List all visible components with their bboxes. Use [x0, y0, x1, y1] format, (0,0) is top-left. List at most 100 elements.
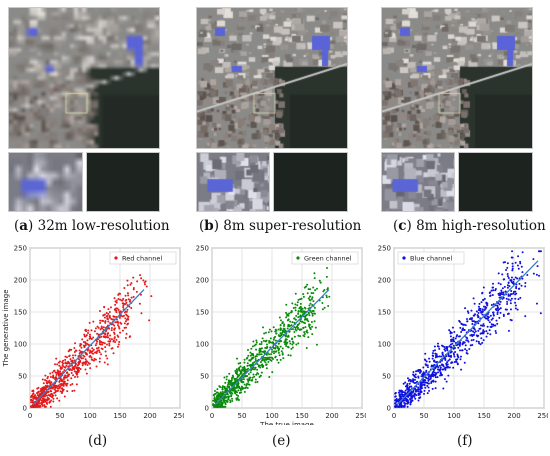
data-point	[409, 394, 412, 397]
data-point	[288, 340, 291, 343]
data-point	[538, 274, 541, 277]
data-point	[252, 373, 255, 376]
data-point	[299, 302, 302, 305]
data-point	[85, 372, 88, 375]
data-point	[521, 251, 524, 254]
data-point	[54, 363, 57, 366]
data-point	[285, 303, 288, 306]
data-point	[247, 380, 250, 383]
data-point	[71, 382, 74, 385]
data-point	[235, 357, 238, 360]
data-point	[442, 365, 445, 368]
data-point	[99, 328, 102, 331]
data-point	[271, 371, 274, 374]
data-point	[246, 382, 249, 385]
data-point	[284, 343, 287, 346]
data-point	[108, 344, 111, 347]
data-point	[517, 255, 520, 258]
data-point	[95, 365, 98, 368]
data-point	[243, 383, 246, 386]
data-point	[289, 311, 292, 314]
data-point	[449, 332, 452, 335]
data-point	[459, 358, 462, 361]
data-point	[297, 310, 300, 313]
data-point	[61, 390, 64, 393]
data-point	[428, 360, 431, 363]
data-point	[51, 396, 54, 399]
data-point	[406, 382, 409, 385]
data-point	[37, 386, 40, 389]
data-point	[499, 307, 502, 310]
data-point	[519, 296, 522, 299]
data-point	[432, 349, 435, 352]
data-point	[49, 382, 52, 385]
data-point	[410, 401, 413, 404]
data-point	[41, 404, 44, 407]
data-point	[107, 340, 110, 343]
data-point	[500, 289, 503, 292]
data-point	[108, 342, 111, 345]
data-point	[463, 328, 466, 331]
data-point	[434, 349, 437, 352]
data-point	[241, 368, 244, 371]
scatter-chart-red: 0 50 100 150 200 250 0 50 100 150 200 250 Red channe…	[2, 245, 184, 421]
data-point	[457, 346, 460, 349]
data-point	[425, 369, 428, 372]
data-point	[226, 389, 229, 392]
data-point	[501, 273, 504, 276]
data-point	[509, 308, 512, 311]
data-point	[279, 332, 282, 335]
data-point	[64, 362, 67, 365]
data-point	[464, 324, 467, 327]
x-tick-label: 100	[83, 412, 96, 420]
data-point	[436, 360, 439, 363]
data-point	[517, 298, 520, 301]
data-point	[40, 401, 43, 404]
data-point	[486, 304, 489, 307]
data-point	[238, 366, 241, 369]
data-point	[265, 363, 268, 366]
data-point	[294, 292, 297, 295]
data-point	[72, 354, 75, 357]
data-point	[500, 291, 503, 294]
data-point	[297, 334, 300, 337]
data-point	[47, 380, 50, 383]
data-point	[49, 400, 52, 403]
data-point	[31, 399, 34, 402]
data-point	[265, 339, 268, 342]
y-tick-label: 0	[387, 405, 391, 413]
data-point	[105, 354, 108, 357]
data-point	[498, 296, 501, 299]
data-point	[449, 330, 452, 333]
data-point	[70, 371, 73, 374]
data-point	[419, 386, 422, 389]
data-point	[512, 278, 515, 281]
data-point	[255, 373, 258, 376]
data-point	[451, 342, 454, 345]
data-point	[75, 349, 78, 352]
data-point	[287, 323, 290, 326]
data-point	[417, 399, 420, 402]
data-point	[281, 321, 284, 324]
data-point	[481, 308, 484, 311]
caption-c: (c) 8m high-resolution	[393, 218, 546, 234]
data-point	[291, 321, 294, 324]
data-point	[58, 364, 61, 367]
data-point	[302, 293, 305, 296]
data-point	[49, 375, 52, 378]
data-point	[254, 359, 257, 362]
data-point	[439, 371, 442, 374]
data-point	[299, 306, 302, 309]
data-point	[125, 310, 128, 313]
data-point	[74, 364, 77, 367]
data-point	[282, 357, 285, 360]
y-axis-label: The generative image	[2, 289, 10, 367]
data-point	[514, 301, 517, 304]
data-point	[223, 376, 226, 379]
data-point	[83, 345, 86, 348]
data-point	[59, 367, 62, 370]
data-point	[68, 348, 71, 351]
data-point	[516, 308, 519, 311]
data-point	[448, 345, 451, 348]
data-point	[399, 402, 402, 405]
